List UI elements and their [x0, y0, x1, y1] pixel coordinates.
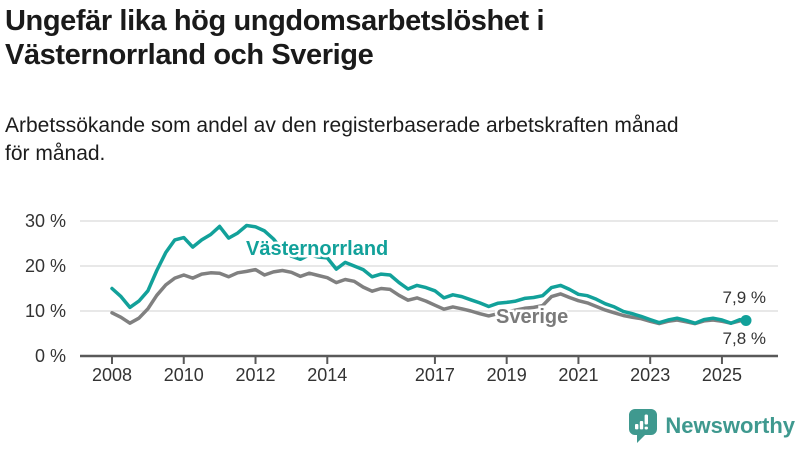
chart-subtitle: Arbetssökande som andel av den registerb…: [5, 112, 679, 168]
x-tick-label-2008: 2008: [92, 365, 132, 385]
x-tick-label-2010: 2010: [164, 365, 204, 385]
series-label-vasternorrland: Västernorrland: [246, 238, 388, 260]
y-tick-label-0-percent: 0 %: [35, 346, 66, 366]
end-value-label-vasternorrland: 7,9 %: [723, 288, 766, 307]
page-title-line2: Västernorrland och Sverige: [5, 39, 374, 71]
x-tick-label-2023: 2023: [630, 365, 670, 385]
chart-subtitle-line1: Arbetssökande som andel av den registerb…: [5, 114, 679, 137]
chart-subtitle-line2: för månad.: [5, 142, 106, 165]
newsworthy-logo: Newsworthy: [628, 408, 795, 444]
series-endpoint-dot-vasternorrland: [740, 314, 752, 326]
y-tick-label-10-percent: 10 %: [25, 301, 66, 321]
x-tick-label-2012: 2012: [235, 365, 275, 385]
x-tick-label-2017: 2017: [415, 365, 455, 385]
x-tick-label-2021: 2021: [558, 365, 598, 385]
newsworthy-wordmark: Newsworthy: [665, 413, 795, 438]
exclamation-dot-icon: [645, 426, 649, 430]
newsworthy-icon: [629, 409, 658, 443]
line-chart: 2008 2010 2012 2014 2017 2019 2021 2023 2025 0 % 1…: [0, 193, 800, 403]
y-tick-label-30-percent: 30 %: [25, 211, 66, 231]
series-line-västernorrland: [110, 223, 748, 325]
series-line-sverige: [110, 267, 748, 326]
series-label-sverige: Sverige: [496, 306, 568, 328]
y-tick-label-20-percent: 20 %: [25, 256, 66, 276]
end-value-label-sverige: 7,8 %: [723, 329, 766, 348]
line-chart-canvas: 2008 2010 2012 2014 2017 2019 2021 2023 2025 0 % 1…: [25, 211, 778, 385]
page-title-line1: Ungefär lika hög ungdomsarbetslöshet i: [5, 5, 545, 37]
page-title: Ungefär lika hög ungdomsarbetslöshet i V…: [5, 4, 545, 72]
x-tick-label-2014: 2014: [307, 365, 347, 385]
bar-small-icon: [635, 424, 639, 430]
x-tick-label-2025: 2025: [702, 365, 742, 385]
exclamation-bar-icon: [645, 414, 649, 425]
x-tick-label-2019: 2019: [487, 365, 527, 385]
bar-medium-icon: [640, 421, 644, 430]
